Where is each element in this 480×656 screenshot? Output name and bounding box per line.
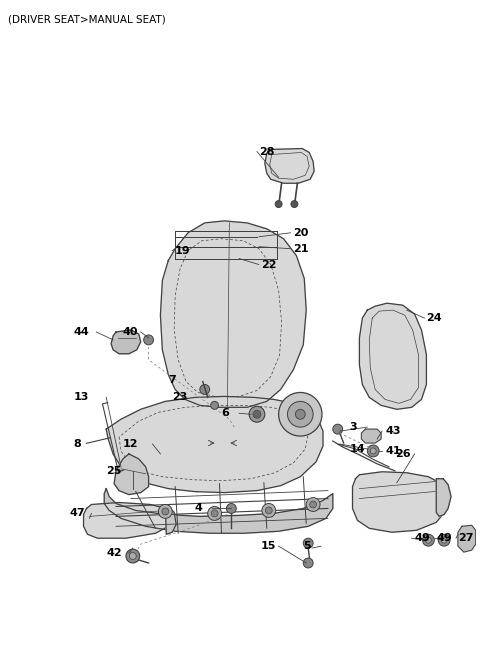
- Circle shape: [278, 392, 322, 436]
- Circle shape: [295, 409, 305, 419]
- Text: 24: 24: [426, 313, 442, 323]
- Circle shape: [265, 507, 272, 514]
- Circle shape: [211, 401, 218, 409]
- Polygon shape: [114, 454, 149, 495]
- Circle shape: [262, 504, 276, 518]
- Circle shape: [162, 508, 169, 515]
- Text: 27: 27: [458, 533, 473, 543]
- Polygon shape: [352, 472, 446, 532]
- Text: 15: 15: [261, 541, 276, 551]
- Polygon shape: [84, 502, 170, 538]
- Circle shape: [130, 552, 136, 560]
- Text: 21: 21: [293, 243, 309, 254]
- Text: 42: 42: [106, 548, 122, 558]
- Circle shape: [333, 424, 343, 434]
- Circle shape: [306, 497, 320, 512]
- Text: 12: 12: [123, 439, 138, 449]
- Polygon shape: [436, 479, 451, 516]
- Circle shape: [144, 335, 154, 345]
- Text: 28: 28: [259, 146, 275, 157]
- Polygon shape: [265, 148, 314, 183]
- Text: 44: 44: [74, 327, 89, 337]
- Circle shape: [370, 448, 376, 454]
- Text: 47: 47: [70, 508, 85, 518]
- Circle shape: [126, 549, 140, 563]
- Text: 19: 19: [175, 245, 191, 256]
- Circle shape: [291, 201, 298, 207]
- Polygon shape: [165, 506, 176, 534]
- Text: 6: 6: [221, 408, 229, 419]
- Polygon shape: [458, 525, 476, 552]
- Circle shape: [438, 534, 450, 546]
- Polygon shape: [106, 396, 323, 493]
- Circle shape: [275, 201, 282, 207]
- Circle shape: [227, 504, 236, 514]
- Circle shape: [211, 510, 218, 517]
- Circle shape: [367, 445, 379, 457]
- Circle shape: [158, 504, 172, 518]
- Text: 40: 40: [123, 327, 138, 337]
- Polygon shape: [160, 221, 306, 407]
- Text: 5: 5: [303, 541, 311, 551]
- Text: 8: 8: [74, 439, 82, 449]
- Text: (DRIVER SEAT>MANUAL SEAT): (DRIVER SEAT>MANUAL SEAT): [8, 14, 166, 25]
- Circle shape: [425, 537, 432, 543]
- Circle shape: [249, 406, 265, 422]
- Text: 43: 43: [385, 426, 400, 436]
- Text: 49: 49: [436, 533, 452, 543]
- Text: 22: 22: [261, 260, 276, 270]
- Text: 14: 14: [349, 444, 365, 454]
- Circle shape: [253, 410, 261, 419]
- Text: 25: 25: [106, 466, 121, 476]
- Circle shape: [200, 384, 210, 394]
- Polygon shape: [104, 489, 333, 533]
- Polygon shape: [361, 429, 381, 443]
- Circle shape: [288, 401, 313, 427]
- Text: 13: 13: [74, 392, 89, 402]
- Text: 41: 41: [385, 446, 401, 456]
- Text: 7: 7: [168, 375, 176, 384]
- Circle shape: [422, 534, 434, 546]
- Text: 4: 4: [195, 503, 203, 514]
- Circle shape: [441, 537, 447, 543]
- Circle shape: [208, 506, 221, 520]
- Circle shape: [303, 538, 313, 548]
- Text: 26: 26: [395, 449, 410, 459]
- Text: 3: 3: [349, 422, 357, 432]
- Text: 20: 20: [293, 228, 309, 238]
- Polygon shape: [111, 330, 141, 354]
- Text: 49: 49: [415, 533, 431, 543]
- Circle shape: [303, 558, 313, 568]
- Text: 23: 23: [172, 392, 188, 402]
- Polygon shape: [360, 303, 426, 409]
- Circle shape: [310, 501, 317, 508]
